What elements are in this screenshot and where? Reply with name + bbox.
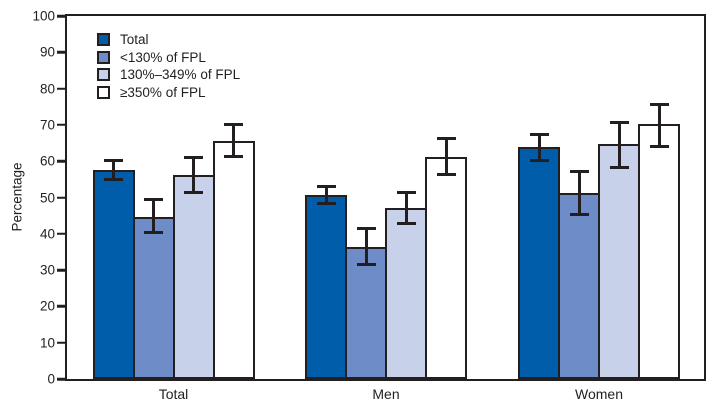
error-bar — [192, 156, 195, 194]
error-bar-cap-top — [184, 156, 203, 160]
y-tick — [57, 159, 65, 163]
error-bar — [577, 170, 581, 216]
y-tick-label: 10 — [39, 334, 55, 350]
y-tick-label: 80 — [39, 80, 55, 96]
x-category-label: Women — [575, 386, 623, 402]
y-tick-label: 20 — [39, 298, 55, 314]
y-tick — [57, 268, 65, 272]
error-bar — [324, 184, 328, 205]
y-tick-label: 70 — [39, 117, 55, 133]
bar — [172, 175, 215, 379]
bar — [305, 194, 347, 379]
legend-label: 130%–349% of FPL — [120, 67, 241, 82]
error-bar — [537, 132, 541, 162]
legend-swatch — [97, 33, 110, 47]
y-tick — [57, 232, 65, 236]
error-bar-cap-bottom — [609, 166, 629, 170]
error-bar — [657, 102, 661, 148]
error-bar-cap-top — [224, 123, 243, 127]
error-bar-cap-bottom — [436, 173, 456, 177]
error-bar-cap-top — [316, 184, 336, 188]
error-bar-cap-top — [649, 102, 669, 106]
error-bar — [232, 123, 235, 158]
error-bar-cap-bottom — [184, 190, 203, 194]
legend-label: ≥350% of FPL — [120, 84, 206, 100]
y-tick — [57, 123, 65, 127]
bar — [558, 193, 600, 379]
y-tick-label: 0 — [47, 371, 55, 387]
error-bar-cap-top — [144, 197, 163, 201]
error-bar — [364, 226, 368, 266]
y-tick — [57, 51, 65, 54]
y-tick — [57, 305, 65, 308]
error-bar — [617, 120, 621, 170]
error-bar-cap-top — [436, 136, 456, 140]
y-tick — [57, 87, 65, 90]
bar — [385, 208, 427, 379]
legend-item: Total — [97, 33, 240, 47]
legend-item: 130%–349% of FPL — [97, 68, 240, 82]
bar — [518, 147, 560, 379]
bar — [638, 124, 680, 379]
y-tick-label: 100 — [32, 8, 55, 24]
error-bar-cap-bottom — [316, 201, 336, 205]
bar — [425, 156, 467, 379]
y-tick — [57, 341, 65, 344]
legend-swatch — [97, 50, 110, 64]
error-bar-cap-bottom — [649, 144, 669, 148]
y-tick-label: 30 — [39, 262, 55, 278]
legend-swatch — [97, 85, 110, 99]
bar — [345, 246, 387, 379]
y-tick-label: 40 — [39, 226, 55, 242]
y-tick — [57, 196, 65, 199]
error-bar-cap-bottom — [104, 178, 123, 182]
error-bar — [152, 197, 155, 234]
error-bar-cap-top — [529, 132, 549, 136]
legend-label: Total — [120, 32, 149, 47]
legend: Total <130% of FPL 130%–349% of FPL ≥350% o… — [97, 33, 240, 99]
y-tick — [57, 14, 65, 18]
legend-item: ≥350% of FPL — [97, 84, 240, 100]
bar — [92, 170, 135, 379]
error-bar-cap-top — [396, 190, 416, 194]
error-bar-cap-bottom — [529, 158, 549, 162]
error-bar — [444, 136, 448, 177]
error-bar-cap-top — [104, 159, 123, 163]
error-bar — [112, 159, 115, 182]
y-tick-label: 60 — [39, 153, 55, 169]
bar — [132, 216, 175, 379]
legend-item: <130% of FPL — [97, 49, 240, 65]
error-bar-cap-top — [356, 226, 376, 230]
error-bar-cap-bottom — [356, 262, 376, 266]
error-bar-cap-top — [569, 170, 589, 174]
error-bar-cap-bottom — [396, 222, 416, 226]
error-bar-cap-bottom — [144, 230, 163, 234]
error-bar — [404, 190, 408, 226]
error-bar-cap-bottom — [224, 154, 243, 158]
bar — [598, 143, 640, 379]
x-category-label: Men — [372, 386, 400, 402]
bar — [212, 140, 255, 379]
x-category-label: Total — [158, 386, 189, 402]
error-bar-cap-top — [609, 120, 629, 124]
y-tick — [57, 377, 65, 381]
y-tick-label: 90 — [39, 44, 55, 60]
error-bar-cap-bottom — [569, 212, 589, 216]
plot-area: Total <130% of FPL 130%–349% of FPL ≥350% o… — [32, 9, 706, 385]
legend-label: <130% of FPL — [120, 49, 206, 65]
legend-swatch — [97, 68, 110, 82]
y-tick-label: 50 — [39, 189, 55, 205]
